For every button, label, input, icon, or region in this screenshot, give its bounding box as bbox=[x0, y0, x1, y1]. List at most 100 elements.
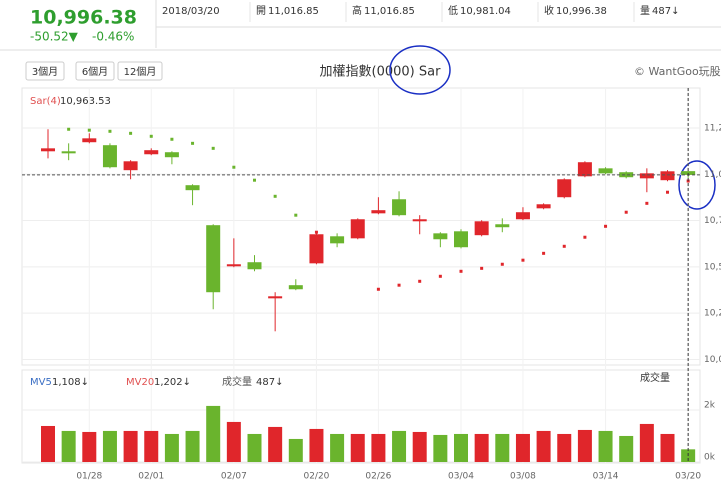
candle-body bbox=[102, 145, 117, 168]
volume-bar bbox=[577, 429, 592, 462]
volume-bar bbox=[164, 433, 179, 462]
candle-body bbox=[474, 221, 489, 236]
sar-dot bbox=[253, 178, 256, 182]
x-tick-label: 02/20 bbox=[303, 472, 329, 482]
volume-bar bbox=[454, 433, 468, 462]
legend-value: 1,202↓ bbox=[154, 377, 191, 388]
date: 2018/03/20 bbox=[162, 6, 220, 17]
volume-bar bbox=[61, 430, 76, 462]
indicator-label: Sar(4) bbox=[30, 96, 61, 107]
volume-bar bbox=[144, 430, 159, 462]
x-tick-label: 02/07 bbox=[221, 472, 247, 482]
sar-dot bbox=[67, 127, 71, 131]
stats: 開 11,016.85 高 11,016.85 低 10,981.04 收 10,996.38… bbox=[249, 2, 679, 22]
volume-bar bbox=[557, 433, 572, 462]
candle-body bbox=[268, 296, 283, 299]
candle-body bbox=[619, 172, 634, 178]
legend-name: MV20 bbox=[126, 377, 154, 388]
sar-dot bbox=[108, 129, 112, 133]
y-tick-label: 10,25 bbox=[704, 309, 721, 319]
candle-body bbox=[61, 151, 76, 154]
volume-bar bbox=[185, 430, 200, 462]
y-tick-label: 2k bbox=[704, 400, 716, 410]
x-tick-label: 03/14 bbox=[593, 472, 619, 482]
sar-dot bbox=[500, 262, 504, 266]
volume-bar bbox=[392, 430, 407, 462]
change-pct: -0.46% bbox=[92, 30, 134, 44]
sar-dot bbox=[521, 258, 525, 262]
stat-label: 量 bbox=[640, 5, 650, 17]
x-tick-label: 02/01 bbox=[138, 472, 164, 482]
y-tick-label: 11,00 bbox=[704, 170, 721, 180]
annotation-circle bbox=[678, 160, 716, 210]
candle-body bbox=[495, 224, 510, 228]
candle-body bbox=[371, 210, 386, 214]
sar-dot bbox=[686, 179, 690, 183]
volume-bar bbox=[350, 433, 365, 462]
sar-dot bbox=[294, 213, 298, 217]
chart-title: 加權指數(0000) Sar bbox=[320, 65, 442, 80]
volume-bar bbox=[660, 433, 675, 462]
volume-bar bbox=[309, 428, 324, 462]
candle-body bbox=[598, 168, 613, 174]
volume-bar bbox=[268, 426, 283, 462]
volume-bar bbox=[619, 435, 634, 462]
y-tick-label: 10,00 bbox=[704, 355, 721, 365]
indicator-value: 10,963.53 bbox=[60, 96, 111, 107]
range-button[interactable] bbox=[25, 61, 65, 81]
toolbar: 3個月 6個月 12個月 bbox=[25, 61, 163, 81]
candle-body bbox=[557, 179, 572, 198]
volume-bar bbox=[247, 433, 262, 462]
candle-body bbox=[330, 236, 345, 244]
sar-dot bbox=[232, 165, 236, 169]
copyright: © WantGoo玩股網 bbox=[634, 64, 721, 78]
candle-body bbox=[412, 219, 427, 222]
change: -50.52▼ bbox=[30, 30, 79, 44]
sar-dot bbox=[645, 201, 649, 205]
range-label[interactable]: 6個月 bbox=[82, 65, 108, 78]
volume-bar bbox=[536, 430, 551, 462]
sar-dot bbox=[583, 235, 587, 239]
annotation-circle bbox=[389, 45, 451, 95]
volume-bar bbox=[102, 430, 117, 462]
sar-dot bbox=[397, 283, 401, 287]
sar-dot bbox=[542, 251, 546, 255]
volume-bar bbox=[82, 431, 97, 462]
candle-body bbox=[515, 212, 530, 220]
volume-label: 成交量 bbox=[640, 371, 670, 384]
candle-body bbox=[206, 225, 221, 293]
candle-body bbox=[82, 138, 97, 143]
stat-value: 487↓ bbox=[652, 6, 679, 17]
range-label[interactable]: 12個月 bbox=[124, 65, 157, 78]
volume-pane bbox=[21, 369, 701, 464]
range-button[interactable] bbox=[75, 61, 115, 81]
sar-dot bbox=[314, 230, 318, 234]
candle-body bbox=[433, 233, 448, 240]
volume-bar bbox=[206, 405, 221, 462]
x-tick-label: 02/26 bbox=[365, 472, 391, 482]
sar-dot bbox=[418, 279, 422, 283]
candle-body bbox=[639, 173, 654, 179]
sar-dot bbox=[170, 137, 174, 141]
sar-dot bbox=[438, 274, 442, 278]
candle-body bbox=[288, 285, 303, 290]
candle-body bbox=[392, 199, 407, 216]
volume-bar bbox=[41, 425, 55, 462]
y-tick-label: 10,75 bbox=[704, 216, 721, 226]
candle-body bbox=[660, 171, 675, 181]
volume-bar bbox=[598, 430, 613, 462]
legend-value: 1,108↓ bbox=[52, 377, 89, 388]
y-tick-label: 0k bbox=[704, 453, 716, 463]
y-tick-label: 11,25 bbox=[704, 123, 721, 133]
volume-bar bbox=[495, 433, 510, 462]
range-label[interactable]: 3個月 bbox=[32, 65, 58, 78]
range-button[interactable] bbox=[117, 61, 163, 81]
sar-dot bbox=[211, 146, 215, 150]
candle-body bbox=[350, 219, 365, 239]
sar-dot bbox=[149, 134, 153, 138]
candle-body bbox=[41, 148, 55, 152]
volume-bar bbox=[433, 434, 448, 462]
